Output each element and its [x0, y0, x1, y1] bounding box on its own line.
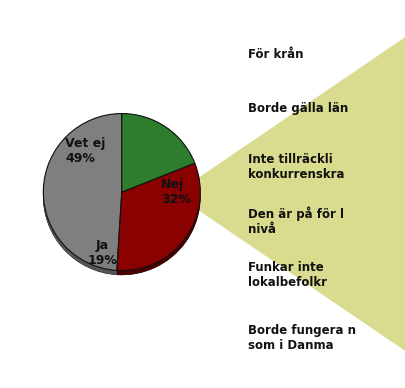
Text: Ja
19%: Ja 19% — [87, 239, 117, 267]
Polygon shape — [122, 114, 194, 168]
Wedge shape — [122, 114, 194, 192]
Text: Borde fungera n
som i Danma: Borde fungera n som i Danma — [247, 324, 355, 352]
Text: Vet ej
49%: Vet ej 49% — [65, 137, 105, 165]
Text: Inte tillräckli
konkurrenskra: Inte tillräckli konkurrenskra — [247, 153, 343, 181]
Text: Borde gälla län: Borde gälla län — [247, 102, 347, 115]
Text: Funkar inte
lokalbefolkr: Funkar inte lokalbefolkr — [247, 262, 326, 289]
Wedge shape — [43, 118, 122, 275]
Polygon shape — [117, 163, 200, 275]
Wedge shape — [43, 114, 122, 270]
Wedge shape — [117, 168, 200, 275]
Polygon shape — [43, 114, 122, 275]
Text: Nej
32%: Nej 32% — [161, 178, 190, 206]
Text: Den är på för l
nivå: Den är på för l nivå — [247, 206, 343, 236]
Wedge shape — [117, 163, 200, 270]
Wedge shape — [122, 118, 194, 196]
Text: För krån: För krån — [247, 48, 303, 61]
